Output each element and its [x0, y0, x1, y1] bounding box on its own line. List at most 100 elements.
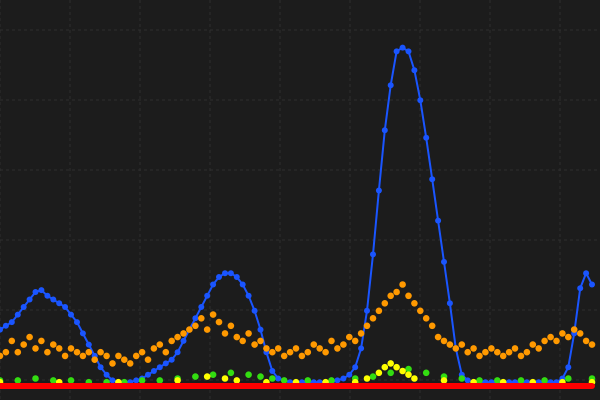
data-point: [280, 352, 288, 360]
data-point: [387, 360, 395, 367]
data-point: [245, 292, 252, 299]
data-point: [67, 377, 75, 384]
data-point: [352, 364, 359, 371]
data-point: [121, 356, 128, 364]
data-point: [357, 330, 365, 337]
data-point: [20, 341, 28, 348]
data-point: [423, 134, 430, 141]
data-point: [203, 373, 211, 380]
data-point: [221, 330, 229, 337]
data-point: [115, 383, 122, 389]
data-point: [328, 337, 335, 345]
data-point: [589, 383, 595, 389]
data-point: [422, 315, 430, 322]
data-point: [387, 82, 394, 89]
data-point: [364, 307, 370, 314]
data-point: [293, 383, 299, 389]
data-point: [304, 377, 312, 384]
data-point: [233, 377, 241, 384]
data-point: [180, 330, 187, 337]
data-point: [209, 311, 217, 318]
data-point: [133, 377, 140, 384]
data-point: [440, 377, 448, 384]
data-point: [370, 251, 376, 258]
data-point: [434, 333, 442, 341]
data-point: [168, 356, 175, 363]
data-point: [79, 330, 86, 337]
data-point: [405, 371, 412, 379]
data-point: [68, 311, 74, 318]
data-point: [381, 127, 388, 134]
data-point: [393, 288, 400, 296]
data-point: [97, 364, 104, 371]
data-point: [174, 377, 181, 384]
data-point: [198, 304, 205, 310]
data-point: [227, 369, 235, 377]
data-point: [109, 360, 116, 367]
data-point: [369, 315, 377, 322]
data-point: [553, 337, 560, 345]
data-point: [565, 333, 572, 341]
data-point: [435, 217, 442, 224]
data-point: [2, 348, 10, 356]
data-point: [411, 383, 418, 389]
data-point: [192, 322, 199, 330]
data-point: [541, 337, 548, 345]
data-point: [156, 377, 164, 384]
data-point: [565, 364, 572, 371]
data-point: [103, 352, 110, 360]
data-point: [233, 333, 241, 341]
data-point: [222, 270, 228, 277]
data-point: [405, 48, 412, 55]
data-point: [215, 318, 223, 326]
data-point: [340, 375, 347, 382]
data-point: [352, 383, 359, 389]
data-point: [174, 349, 181, 356]
data-point: [0, 352, 4, 360]
series-1: [0, 281, 596, 367]
data-point: [85, 341, 92, 348]
data-point: [156, 364, 163, 371]
data-point: [399, 281, 406, 288]
data-point: [145, 371, 151, 378]
data-point: [97, 348, 104, 356]
data-point: [56, 383, 63, 389]
data-point: [245, 330, 252, 337]
data-point: [67, 345, 75, 352]
data-point: [340, 341, 347, 348]
data-point: [32, 375, 39, 382]
data-point: [251, 307, 258, 314]
data-point: [192, 373, 199, 380]
data-point: [523, 348, 531, 356]
data-point: [529, 383, 536, 389]
data-point: [576, 330, 584, 337]
data-point: [26, 333, 33, 341]
data-point: [559, 330, 566, 337]
data-point: [286, 348, 294, 356]
data-point: [239, 281, 246, 288]
data-point: [399, 367, 406, 375]
data-point: [251, 341, 258, 348]
data-point: [2, 322, 9, 329]
data-point: [144, 356, 152, 364]
data-point: [227, 270, 234, 277]
data-point: [446, 341, 454, 348]
data-point: [115, 352, 122, 360]
data-point: [20, 304, 27, 310]
data-point: [547, 333, 554, 341]
data-point: [470, 383, 477, 389]
data-point: [109, 377, 116, 384]
data-point: [8, 319, 15, 326]
data-point: [346, 371, 353, 378]
data-point: [44, 348, 51, 356]
data-point: [55, 345, 63, 352]
data-point: [316, 345, 324, 352]
data-point: [375, 307, 383, 315]
data-point: [535, 345, 542, 352]
data-point: [517, 377, 525, 384]
data-point: [346, 333, 353, 341]
data-point: [0, 383, 3, 389]
data-point: [429, 176, 436, 183]
